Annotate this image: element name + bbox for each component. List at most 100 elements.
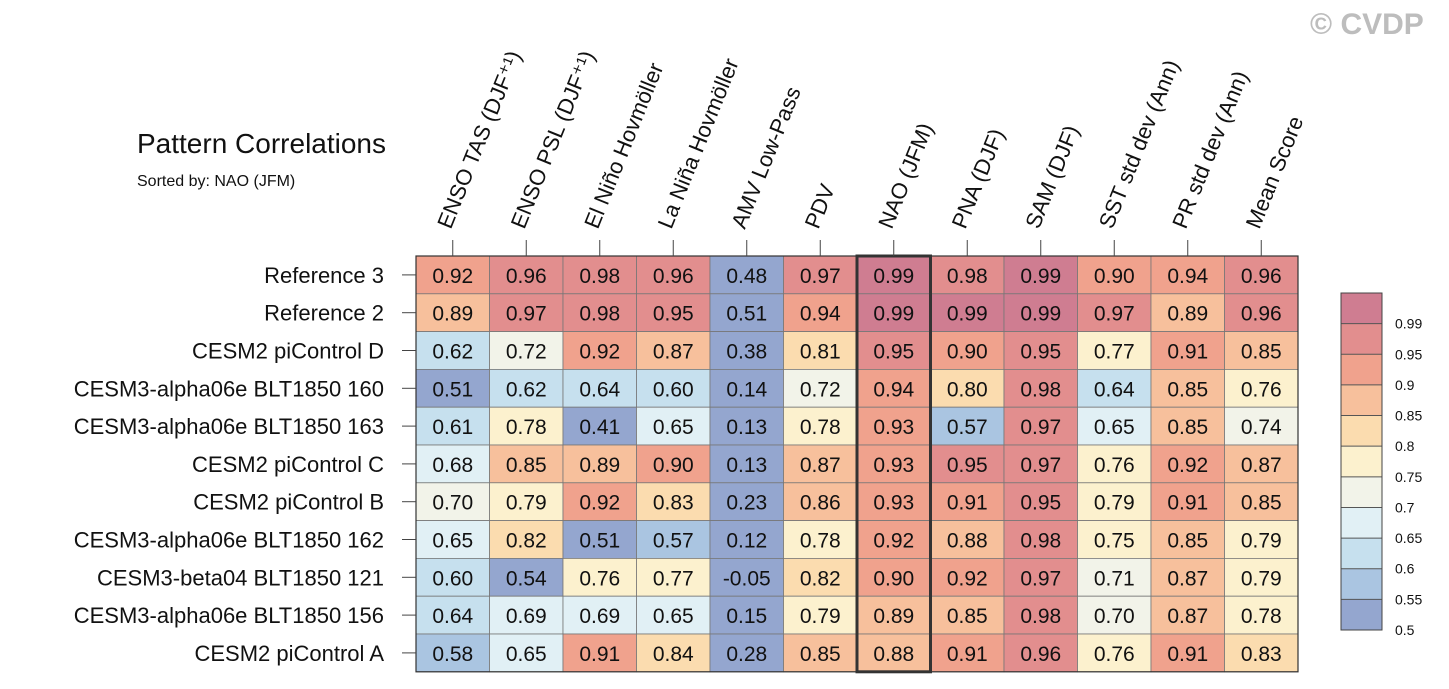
heatmap-cell bbox=[415, 368, 490, 408]
cell-value: 0.54 bbox=[506, 567, 547, 590]
cell-value: 0.93 bbox=[873, 454, 914, 477]
heatmap-cell bbox=[1150, 520, 1225, 559]
cell-value: 0.51 bbox=[726, 303, 767, 326]
cell-value: 0.96 bbox=[1241, 303, 1282, 326]
cell-value: 0.94 bbox=[873, 378, 914, 401]
cell-value: 0.90 bbox=[1094, 265, 1135, 288]
colorbar-tick-label: 0.95 bbox=[1395, 346, 1422, 362]
cell-value: 0.97 bbox=[506, 303, 547, 326]
heatmap-cell bbox=[1150, 406, 1225, 446]
cell-value: 0.96 bbox=[653, 265, 694, 288]
heatmap-cell bbox=[489, 558, 564, 597]
cell-value: 0.70 bbox=[432, 492, 473, 515]
heatmap-cell bbox=[709, 482, 784, 521]
cell-value: 0.98 bbox=[579, 303, 620, 326]
cell-value: 0.80 bbox=[947, 378, 988, 401]
heatmap-cell bbox=[856, 406, 931, 446]
cell-value: 0.91 bbox=[947, 492, 988, 515]
colorbar-tick-label: 0.75 bbox=[1395, 469, 1422, 485]
cell-value: 0.98 bbox=[1020, 530, 1061, 553]
heatmap-cell bbox=[1224, 558, 1299, 597]
cell-value: 0.98 bbox=[947, 265, 988, 288]
cell-value: 0.95 bbox=[947, 454, 988, 477]
colorbar-segment bbox=[1341, 446, 1382, 477]
cell-value: 0.87 bbox=[800, 454, 841, 477]
colorbar-tick-label: 0.85 bbox=[1395, 408, 1422, 424]
colorbar-tick-label: 0.8 bbox=[1395, 438, 1415, 454]
heatmap-cell bbox=[930, 406, 1005, 446]
heatmap-cell bbox=[489, 255, 564, 295]
heatmap-cell bbox=[1224, 633, 1299, 673]
cell-value: 0.90 bbox=[653, 454, 694, 477]
cell-value: 0.15 bbox=[726, 605, 767, 628]
cell-value: 0.89 bbox=[1167, 303, 1208, 326]
colorbar-segment bbox=[1341, 415, 1382, 447]
heatmap-cell bbox=[856, 633, 931, 673]
cell-value: 0.64 bbox=[432, 605, 473, 628]
cell-value: 0.13 bbox=[726, 454, 767, 477]
cell-value: 0.87 bbox=[1167, 567, 1208, 590]
heatmap-cell bbox=[636, 595, 711, 635]
cell-value: 0.97 bbox=[1020, 454, 1061, 477]
cell-value: 0.12 bbox=[726, 530, 767, 553]
colorbar-segment bbox=[1341, 538, 1382, 569]
cell-value: 0.98 bbox=[1020, 605, 1061, 628]
column-label: NAO (JFM) bbox=[873, 119, 938, 231]
cell-value: 0.85 bbox=[947, 605, 988, 628]
heatmap-cell bbox=[783, 255, 858, 295]
heatmap-cell bbox=[562, 633, 637, 673]
cell-value: 0.91 bbox=[947, 643, 988, 666]
column-label: SST std dev (Ann) bbox=[1094, 56, 1184, 232]
heatmap-cell bbox=[1150, 595, 1225, 635]
cell-value: 0.23 bbox=[726, 492, 767, 515]
cell-value: 0.93 bbox=[873, 492, 914, 515]
row-label: CESM2 piControl B bbox=[193, 490, 384, 515]
cell-value: 0.95 bbox=[1020, 492, 1061, 515]
cell-value: 0.69 bbox=[506, 605, 547, 628]
column-labels: ENSO TAS (DJF⁺¹)ENSO PSL (DJF⁺¹)El Niño … bbox=[432, 47, 1308, 256]
heatmap-cells bbox=[415, 255, 1299, 673]
cell-value: 0.85 bbox=[1167, 530, 1208, 553]
heatmap-cell bbox=[489, 293, 564, 332]
cell-value: 0.89 bbox=[432, 303, 473, 326]
cell-value: 0.95 bbox=[1020, 341, 1061, 364]
heatmap-cell bbox=[1003, 444, 1078, 484]
cell-value: 0.85 bbox=[1241, 492, 1282, 515]
cell-value: 0.92 bbox=[873, 530, 914, 553]
cell-value: 0.51 bbox=[432, 378, 473, 401]
cell-value: 0.57 bbox=[947, 416, 988, 439]
row-label: CESM2 piControl C bbox=[192, 452, 384, 477]
cell-value: 0.58 bbox=[432, 643, 473, 666]
colorbar-segment bbox=[1341, 599, 1382, 630]
heatmap-cell bbox=[1003, 482, 1078, 521]
heatmap-cell bbox=[856, 368, 931, 408]
cell-value: 0.93 bbox=[873, 416, 914, 439]
cell-value: 0.51 bbox=[579, 530, 620, 553]
heatmap-cell bbox=[856, 595, 931, 635]
heatmap-cell bbox=[636, 255, 711, 295]
column-label: PDV bbox=[800, 180, 840, 232]
heatmap-cell bbox=[415, 482, 490, 521]
heatmap-cell bbox=[930, 595, 1005, 635]
heatmap-cell bbox=[562, 331, 637, 370]
cell-value: 0.79 bbox=[800, 605, 841, 628]
cell-value: 0.82 bbox=[506, 530, 547, 553]
cell-value: 0.87 bbox=[1241, 454, 1282, 477]
colorbar-tick-label: 0.65 bbox=[1395, 530, 1422, 546]
cell-value: 0.14 bbox=[726, 378, 767, 401]
cell-value: 0.87 bbox=[1167, 605, 1208, 628]
cell-value: 0.69 bbox=[579, 605, 620, 628]
heatmap-cell bbox=[489, 633, 564, 673]
heatmap-cell bbox=[709, 331, 784, 370]
colorbar-tick-label: 0.99 bbox=[1395, 316, 1422, 332]
heatmap-cell bbox=[415, 520, 490, 559]
colorbar-tick-label: 0.9 bbox=[1395, 377, 1415, 393]
heatmap-cell bbox=[562, 406, 637, 446]
heatmap-cell bbox=[562, 368, 637, 408]
colorbar-tick-label: 0.55 bbox=[1395, 591, 1422, 607]
cell-value: 0.99 bbox=[947, 303, 988, 326]
colorbar-segment bbox=[1341, 293, 1382, 324]
cell-value: 0.64 bbox=[579, 378, 620, 401]
cell-value: 0.60 bbox=[653, 378, 694, 401]
